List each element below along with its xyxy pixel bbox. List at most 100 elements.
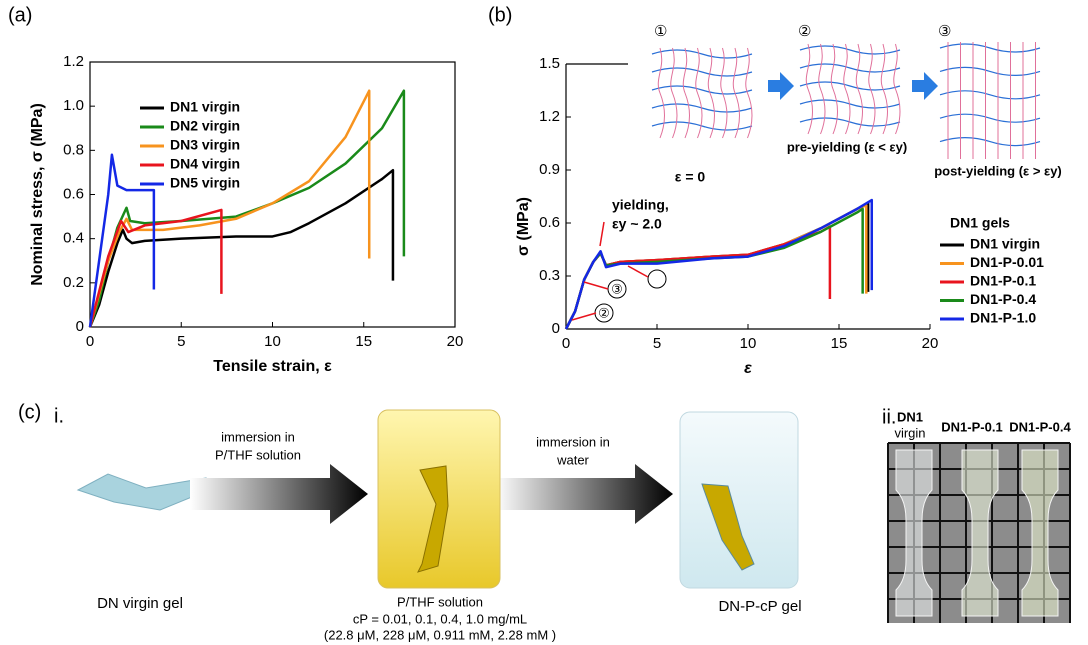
polymer-chain [939, 90, 1041, 100]
photo-label: virgin [894, 425, 925, 440]
legend-label: DN1 virgin [970, 236, 1040, 252]
y-tick-label: 0 [76, 318, 84, 335]
caption: DN virgin gel [97, 595, 183, 612]
y-tick-label: 0.4 [63, 230, 84, 247]
polymer-chain [651, 49, 753, 59]
y-tick-label: 1.0 [63, 97, 84, 114]
schematic-label: post-yielding (ε > εy) [934, 163, 1062, 178]
polymer-chain [651, 121, 753, 131]
annotation-arrow [583, 281, 609, 290]
polymer-chain [670, 47, 678, 139]
process-label: water [556, 452, 589, 467]
x-tick-label: 0 [86, 333, 94, 350]
panel-label: ii. [882, 406, 896, 428]
y-tick-label: 0.9 [539, 161, 560, 178]
process-label: immersion in [536, 434, 610, 449]
legend-label: DN1 virgin [170, 99, 240, 115]
y-tick-label: 1.2 [63, 53, 84, 70]
step-label: ② [798, 23, 811, 40]
legend-label: DN1-P-0.4 [970, 291, 1036, 307]
caption: (22.8 μM, 228 μM, 0.911 mM, 2.28 mM ) [324, 627, 556, 642]
x-tick-label: 15 [355, 333, 372, 350]
x-tick-label: 20 [922, 335, 939, 352]
polymer-chain [707, 47, 715, 139]
annotation: ② [598, 305, 610, 320]
annotation: εy ~ 2.0 [612, 216, 662, 232]
series-line [88, 89, 406, 328]
gel-strip [76, 473, 207, 511]
y-tick-label: 0.6 [63, 185, 84, 202]
caption: DN-P-cP gel [718, 598, 801, 615]
gel-strip [701, 483, 755, 571]
gel-sample [895, 449, 933, 617]
process-label: immersion in [221, 429, 295, 444]
polymer-chain [843, 43, 851, 135]
polymer-chain [695, 47, 703, 139]
polymer-chain [939, 43, 1041, 53]
polymer-chain [657, 47, 665, 139]
polymer-chain [799, 45, 901, 55]
arrow [495, 464, 673, 524]
legend-label: DN2 virgin [170, 118, 240, 134]
gel-strip [417, 465, 449, 573]
plot-frame [89, 61, 456, 328]
legend-label: DN1-P-0.01 [970, 254, 1044, 270]
polymer-chain [651, 67, 753, 77]
gel-sample [1021, 449, 1059, 617]
y-tick-label: 0 [552, 320, 560, 337]
panel-label: (b) [488, 4, 512, 26]
legend-label: DN1-P-1.0 [970, 310, 1036, 326]
gel-sample [961, 449, 999, 617]
annotation-arrow [627, 265, 649, 278]
x-tick-label: 15 [831, 335, 848, 352]
photo-label: DN1-P-0.4 [1009, 419, 1071, 434]
polymer-chain [720, 47, 728, 139]
x-tick-label: 5 [177, 333, 185, 350]
x-tick-label: 10 [740, 335, 757, 352]
beaker [679, 411, 799, 589]
x-tick-label: 5 [653, 335, 661, 352]
y-tick-label: 0.8 [63, 141, 84, 158]
y-tick-label: 0.2 [63, 274, 84, 291]
polymer-chain [799, 81, 901, 91]
polymer-chain [939, 137, 1041, 147]
series-line [88, 89, 371, 328]
network-schematic [651, 41, 1041, 159]
step-marker [647, 269, 667, 289]
arrow [768, 72, 794, 100]
polymer-chain [651, 85, 753, 95]
polymer-chain [939, 113, 1041, 123]
y-tick-label: 0.3 [539, 267, 560, 284]
series-line [564, 198, 874, 330]
polymer-chain [805, 43, 813, 135]
x-axis-label: Tensile strain, ε [213, 358, 332, 375]
schematic-label: pre-yielding (ε < εy) [787, 139, 907, 154]
x-tick-label: 20 [447, 333, 464, 350]
arrow [912, 72, 938, 100]
x-axis-label: ε [744, 360, 752, 377]
arrow [190, 464, 368, 524]
legend-label: DN3 virgin [170, 137, 240, 153]
schematic-label: ε = 0 [675, 169, 706, 185]
annotation: ③ [611, 281, 623, 296]
y-tick-label: 0.6 [539, 214, 560, 231]
annotation: yielding, [612, 197, 669, 213]
polymer-chain [893, 43, 901, 135]
polymer-chain [682, 47, 690, 139]
legend-label: DN1-P-0.1 [970, 273, 1036, 289]
panel-label: (c) [18, 401, 41, 423]
photo-grid [887, 442, 1071, 623]
photo-label: DN1-P-0.1 [941, 419, 1002, 434]
polymer-chain [818, 43, 826, 135]
process-label: P/THF solution [215, 447, 301, 462]
legend-label: DN4 virgin [170, 156, 240, 172]
legend-label: DN5 virgin [170, 175, 240, 191]
annotation-arrow [571, 312, 597, 321]
legend-title: DN1 gels [950, 215, 1010, 231]
y-tick-label: 1.5 [539, 55, 560, 72]
polymer-chain [830, 43, 838, 135]
polymer-chain [799, 117, 901, 127]
series-line [88, 153, 156, 328]
polymer-chain [939, 66, 1041, 76]
y-tick-label: 1.2 [539, 108, 560, 125]
